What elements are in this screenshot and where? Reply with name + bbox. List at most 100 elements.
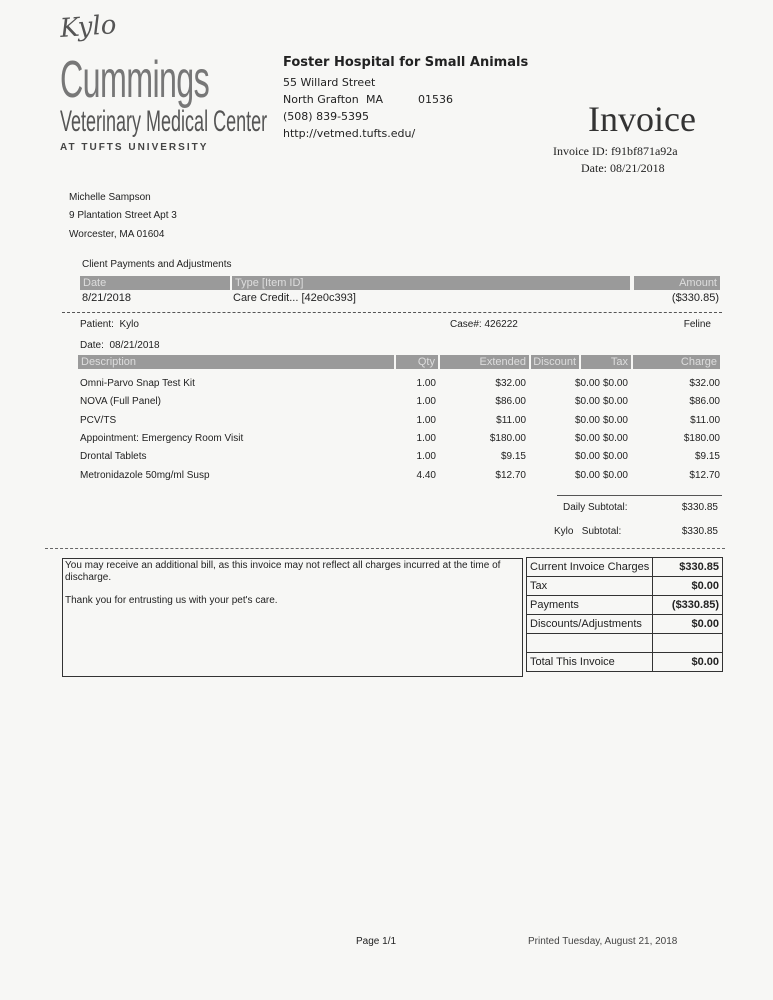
subtotal-divider <box>557 495 722 496</box>
totals-label: Tax <box>525 576 654 596</box>
item-extended: $9.15 <box>500 451 526 462</box>
logo-line2: Veterinary Medical Center <box>60 105 268 138</box>
payment-type: Care Credit... [42e0c393] <box>233 292 356 304</box>
payments-header-date: Date <box>80 276 230 290</box>
item-extended: $11.00 <box>496 415 526 426</box>
item-tax: $0.00 <box>602 415 628 426</box>
logo-line1: Cummings <box>60 51 210 109</box>
header-discount: Discount <box>531 355 579 369</box>
payment-amount: ($330.85) <box>671 292 719 304</box>
invoice-id: f91bf871a92a <box>610 144 678 158</box>
payment-date: 8/21/2018 <box>82 292 131 304</box>
totals-label: Total This Invoice <box>525 652 654 672</box>
item-tax: $0.00 <box>602 396 628 407</box>
payments-title: Client Payments and Adjustments <box>82 259 232 270</box>
item-description: Appointment: Emergency Room Visit <box>80 433 244 444</box>
totals-row: Total This Invoice $0.00 <box>525 652 723 672</box>
logo-line3: AT TUFTS UNIVERSITY <box>60 142 209 153</box>
daily-subtotal-label: Daily Subtotal: <box>563 502 628 513</box>
patient-name: Kylo <box>119 319 139 330</box>
totals-row: Tax $0.00 <box>525 576 723 596</box>
totals-table: Current Invoice Charges $330.85 Tax $0.00 Pa… <box>525 557 723 672</box>
notes-line1: You may receive an additional bill, as t… <box>65 560 501 583</box>
item-tax: $0.00 <box>602 470 628 481</box>
patient-subtotal-name: Kylo <box>554 526 574 537</box>
daily-subtotal: $330.85 <box>681 502 718 513</box>
visit-date-label: Date: <box>80 340 104 351</box>
totals-label: Payments <box>525 595 654 615</box>
handwritten-note: Kylo <box>59 10 118 44</box>
item-discount: $0.00 <box>574 433 600 444</box>
item-description: Omni-Parvo Snap Test Kit <box>80 378 195 389</box>
hospital-state: MA <box>366 93 384 106</box>
item-description: PCV/TS <box>80 415 117 426</box>
item-charge: $9.15 <box>694 451 720 462</box>
item-extended: $12.70 <box>495 470 526 481</box>
hospital-url[interactable]: http://vetmed.tufts.edu/ <box>283 127 416 140</box>
item-qty: 1.00 <box>416 378 436 389</box>
invoice-date: 08/21/2018 <box>610 161 665 175</box>
patient-subtotal-label: Subtotal: <box>581 526 622 537</box>
hospital-street: 55 Willard Street <box>283 76 376 89</box>
page-number: Page 1/1 <box>356 936 397 947</box>
item-tax: $0.00 <box>602 451 628 462</box>
item-description: Drontal Tablets <box>80 451 147 462</box>
totals-label: Discounts/Adjustments <box>525 614 654 634</box>
totals-row <box>525 633 723 653</box>
case-label: Case#: <box>450 319 482 330</box>
item-tax: $0.00 <box>602 378 628 389</box>
patient-subtotal: $330.85 <box>681 526 718 537</box>
notes-box: You may receive an additional bill, as t… <box>62 558 523 677</box>
payments-header-type: Type [Item ID] <box>232 276 630 290</box>
item-charge: $12.70 <box>689 470 720 481</box>
case-number: 426222 <box>484 319 518 330</box>
header-qty: Qty <box>396 355 438 369</box>
header-description: Description <box>78 355 394 369</box>
client-address1: 9 Plantation Street Apt 3 <box>69 210 177 221</box>
invoice-date-label: Date: <box>581 161 607 175</box>
header-charge: Charge <box>633 355 720 369</box>
notes-line2: Thank you for entrusting us with your pe… <box>65 595 278 606</box>
item-qty: 1.00 <box>416 433 436 444</box>
hospital-phone: (508) 839-5395 <box>283 110 370 123</box>
item-charge: $11.00 <box>690 415 720 426</box>
totals-value: $330.85 <box>652 557 723 577</box>
item-charge: $180.00 <box>683 433 720 444</box>
item-tax: $0.00 <box>602 433 628 444</box>
item-description: Metronidazole 50mg/ml Susp <box>80 470 210 481</box>
client-name: Michelle Sampson <box>69 192 151 203</box>
totals-row: Payments ($330.85) <box>525 595 723 615</box>
totals-row: Current Invoice Charges $330.85 <box>525 557 723 577</box>
divider <box>45 548 725 549</box>
patient-label: Patient: <box>80 319 114 330</box>
item-discount: $0.00 <box>574 396 600 407</box>
item-discount: $0.00 <box>574 470 600 481</box>
item-qty: 1.00 <box>416 451 436 462</box>
item-qty: 1.00 <box>416 415 436 426</box>
totals-row: Discounts/Adjustments $0.00 <box>525 614 723 634</box>
totals-value <box>652 633 723 653</box>
item-charge: $32.00 <box>689 378 720 389</box>
item-extended: $180.00 <box>489 433 526 444</box>
invoice-id-label: Invoice ID: <box>553 144 608 158</box>
hospital-city: North Grafton <box>283 93 359 106</box>
client-address2: Worcester, MA 01604 <box>69 229 165 240</box>
totals-value: $0.00 <box>652 652 723 672</box>
species: Feline <box>683 319 711 330</box>
hospital-name: Foster Hospital for Small Animals <box>283 55 529 70</box>
totals-label <box>525 633 654 653</box>
item-extended: $32.00 <box>495 378 526 389</box>
visit-date: 08/21/2018 <box>109 340 160 351</box>
item-description: NOVA (Full Panel) <box>80 396 161 407</box>
item-discount: $0.00 <box>574 451 600 462</box>
header-extended: Extended <box>440 355 529 369</box>
item-extended: $86.00 <box>495 396 526 407</box>
printed-date: Printed Tuesday, August 21, 2018 <box>528 936 678 947</box>
header-tax: Tax <box>581 355 631 369</box>
totals-value: $0.00 <box>652 576 723 596</box>
item-discount: $0.00 <box>574 415 600 426</box>
hospital-zip: 01536 <box>418 93 453 106</box>
totals-value: ($330.85) <box>652 595 723 615</box>
item-qty: 1.00 <box>416 396 436 407</box>
